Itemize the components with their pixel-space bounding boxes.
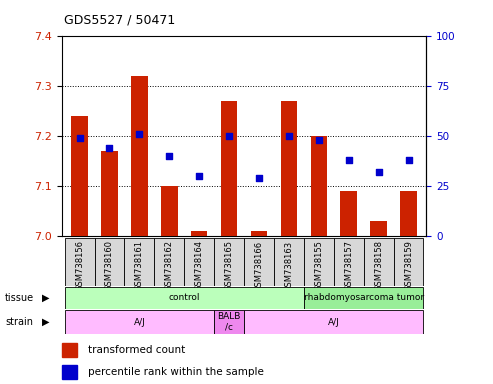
Bar (161, 186, 177, 236)
FancyBboxPatch shape (154, 238, 184, 286)
FancyBboxPatch shape (214, 310, 244, 334)
Text: tissue: tissue (5, 293, 34, 303)
FancyBboxPatch shape (65, 310, 214, 334)
FancyBboxPatch shape (65, 287, 304, 309)
Point (165, 153, 173, 159)
FancyBboxPatch shape (244, 238, 274, 286)
FancyBboxPatch shape (65, 238, 95, 286)
Text: A/J: A/J (328, 318, 340, 327)
Text: GDS5527 / 50471: GDS5527 / 50471 (64, 13, 176, 26)
Text: A/J: A/J (134, 318, 145, 327)
Bar (62, 365, 77, 379)
Bar (101, 151, 118, 236)
Text: BALB
/c: BALB /c (217, 313, 241, 332)
Bar (62, 343, 77, 357)
Bar (341, 191, 357, 236)
Text: GSM738158: GSM738158 (374, 240, 383, 291)
Point (106, 145, 113, 151)
FancyBboxPatch shape (124, 238, 154, 286)
Text: control: control (169, 293, 200, 303)
Text: percentile rank within the sample: percentile rank within the sample (88, 367, 264, 377)
FancyBboxPatch shape (393, 238, 423, 286)
Text: GSM738160: GSM738160 (105, 240, 114, 291)
Bar (191, 231, 208, 236)
Point (255, 175, 263, 181)
Text: ▶: ▶ (42, 293, 49, 303)
Bar (71, 116, 88, 236)
FancyBboxPatch shape (244, 310, 423, 334)
Text: GSM738161: GSM738161 (135, 240, 144, 291)
FancyBboxPatch shape (304, 287, 423, 309)
Point (195, 173, 203, 179)
Point (285, 133, 293, 139)
FancyBboxPatch shape (304, 238, 334, 286)
Text: rhabdomyosarcoma tumor: rhabdomyosarcoma tumor (304, 293, 423, 303)
Text: GSM738162: GSM738162 (165, 240, 174, 291)
Text: ▶: ▶ (42, 317, 49, 327)
FancyBboxPatch shape (214, 238, 244, 286)
FancyBboxPatch shape (184, 238, 214, 286)
Text: GSM738156: GSM738156 (75, 240, 84, 291)
Text: GSM738165: GSM738165 (225, 240, 234, 291)
Text: transformed count: transformed count (88, 345, 185, 355)
FancyBboxPatch shape (274, 238, 304, 286)
Point (136, 131, 143, 137)
Text: GSM738166: GSM738166 (254, 240, 263, 291)
Point (225, 133, 233, 139)
Text: strain: strain (5, 317, 33, 327)
Text: GSM738157: GSM738157 (344, 240, 353, 291)
FancyBboxPatch shape (95, 238, 124, 286)
Text: GSM738159: GSM738159 (404, 240, 413, 291)
Bar (370, 221, 387, 236)
Bar (131, 76, 147, 236)
Point (315, 137, 323, 143)
Text: GSM738164: GSM738164 (195, 240, 204, 291)
Bar (400, 191, 417, 236)
Point (405, 157, 413, 163)
Text: GSM738155: GSM738155 (315, 240, 323, 291)
Bar (251, 231, 267, 236)
Bar (311, 136, 327, 236)
Point (75, 135, 83, 141)
Point (375, 169, 383, 175)
FancyBboxPatch shape (364, 238, 393, 286)
Bar (221, 101, 237, 236)
Bar (281, 101, 297, 236)
Point (345, 157, 352, 163)
FancyBboxPatch shape (334, 238, 364, 286)
Text: GSM738163: GSM738163 (284, 240, 293, 291)
